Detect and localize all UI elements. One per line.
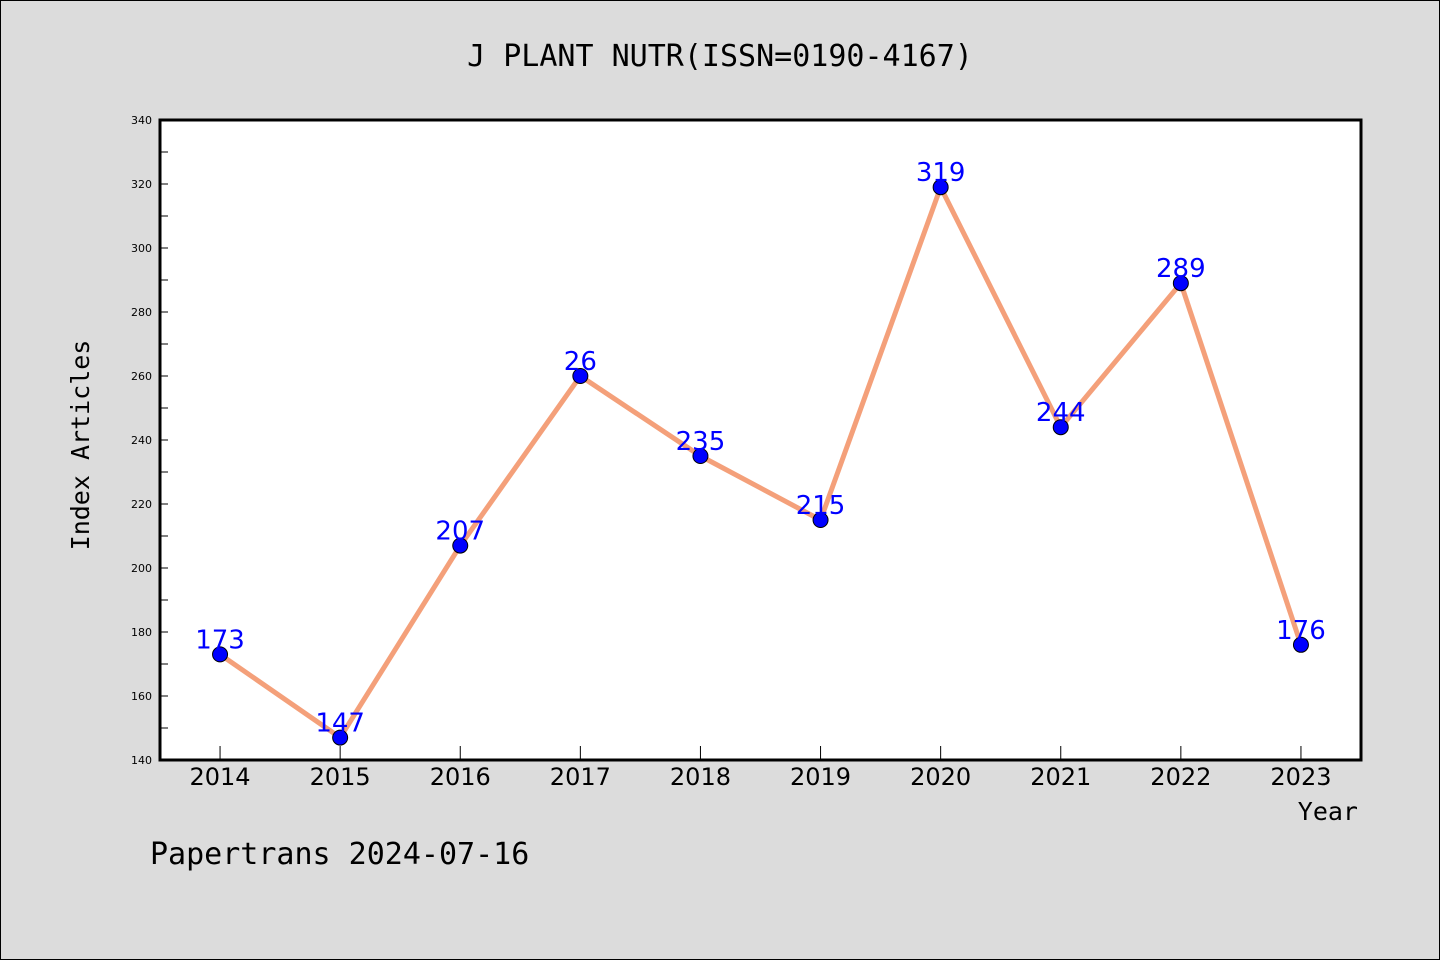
chart-title: J PLANT NUTR(ISSN=0190-4167) — [467, 39, 973, 74]
data-point — [932, 179, 949, 196]
x-tick-label: 2019 — [790, 763, 851, 791]
data-label: 235 — [676, 427, 726, 457]
data-label: 207 — [435, 517, 485, 547]
plot-frame — [158, 118, 1363, 762]
x-tick-label: 2014 — [190, 763, 251, 791]
data-point — [692, 448, 709, 464]
y-tick-label: 260 — [131, 370, 152, 383]
y-tick-label: 220 — [131, 498, 152, 511]
data-point — [812, 512, 829, 528]
data-point — [452, 537, 469, 554]
x-tick-label: 2023 — [1270, 763, 1331, 791]
y-tick-label: 320 — [131, 178, 152, 191]
marker-group — [212, 179, 1309, 746]
axis-ticks: 140 160 180 200 220 240 260 280 300 320 340 2014 201… — [131, 114, 1331, 791]
series-line — [217, 184, 1304, 741]
y-axis-label: Index Articles — [66, 340, 95, 551]
x-tick-label: 2016 — [430, 763, 491, 791]
x-tick-label: 2018 — [670, 763, 731, 791]
y-tick-label: 240 — [131, 434, 152, 447]
y-tick-label: 140 — [131, 754, 152, 767]
y-tick-label: 280 — [131, 306, 152, 319]
data-label: 289 — [1156, 254, 1206, 284]
y-tick-label: 200 — [131, 562, 152, 575]
x-tick-label: 2015 — [310, 763, 371, 791]
data-point — [572, 368, 589, 384]
y-tick-label: 340 — [131, 114, 152, 127]
y-tick-label: 160 — [131, 690, 152, 703]
data-label: 244 — [1036, 398, 1086, 428]
data-label: 147 — [315, 709, 365, 739]
footer-credit: Papertrans 2024-07-16 — [150, 837, 529, 872]
data-point — [1292, 636, 1309, 653]
x-axis-label: Year — [1298, 797, 1358, 826]
y-tick-label: 300 — [131, 242, 152, 255]
x-tick-label: 2020 — [910, 763, 971, 791]
data-point — [1172, 275, 1189, 292]
x-tick-label: 2022 — [1150, 763, 1211, 791]
y-tick-label: 180 — [131, 626, 152, 639]
data-point — [1052, 419, 1069, 436]
data-point — [212, 646, 229, 663]
data-label-group: 173 147 207 26 235 215 319 244 289 176 — [195, 158, 1326, 738]
plot-area — [160, 120, 1361, 760]
data-label: 173 — [195, 625, 245, 655]
x-tick-label: 2017 — [550, 763, 611, 791]
data-label: 176 — [1276, 616, 1326, 646]
data-label: 319 — [916, 158, 966, 188]
series-line-group — [217, 184, 1304, 741]
data-label: 26 — [564, 347, 597, 377]
x-tick-label: 2021 — [1030, 763, 1091, 791]
data-label: 215 — [796, 491, 846, 521]
data-point — [332, 729, 349, 746]
